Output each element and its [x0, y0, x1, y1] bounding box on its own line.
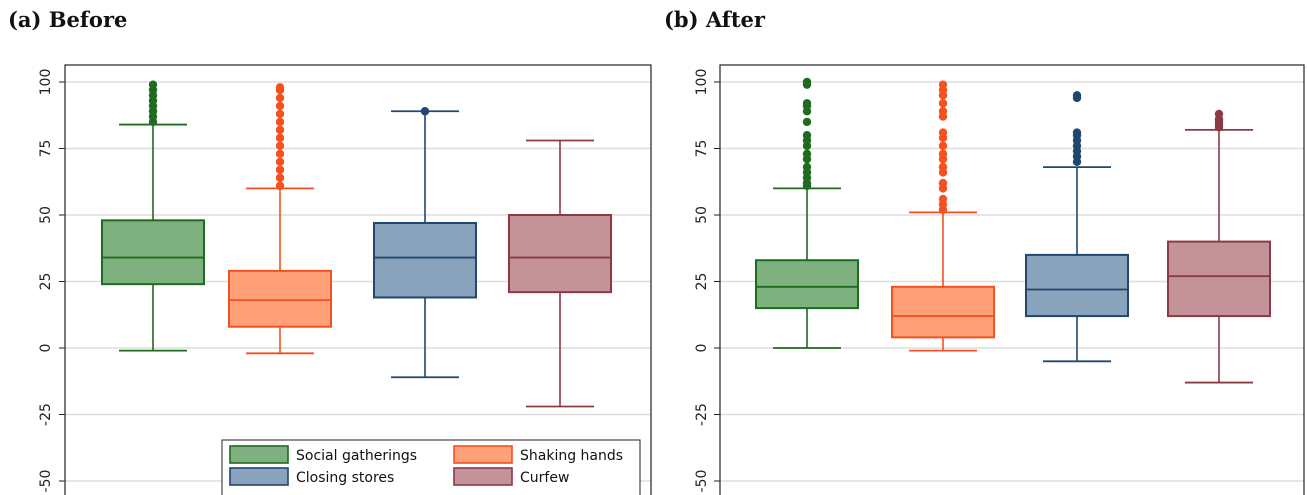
box-social-gatherings-before [101, 219, 205, 286]
outlier-point-social-gatherings-after [802, 77, 812, 87]
box-social-gatherings-after [755, 259, 859, 310]
legend-label-social-gatherings: Social gatherings [296, 448, 417, 464]
outlier-point-shaking-hands-after [938, 107, 948, 116]
outlier-point-shaking-hands-after [938, 141, 948, 151]
legend-swatch-closing-stores [229, 467, 289, 486]
legend-swatch-curfew [453, 467, 513, 486]
outlier-point-shaking-hands-before [275, 181, 285, 190]
box-shaking-hands-after [891, 285, 995, 339]
y-tick-label-before: 75 [38, 140, 54, 158]
box-curfew-after [1167, 240, 1271, 318]
outlier-point-curfew-after [1214, 109, 1224, 119]
y-tick-label-after: -25 [694, 403, 710, 426]
box-closing-stores-after [1025, 253, 1129, 318]
outlier-point-social-gatherings-after [802, 131, 812, 140]
outlier-point-closing-stores-after [1072, 91, 1082, 100]
outlier-point-closing-stores-after [1072, 128, 1082, 137]
y-tick-label-before: 100 [38, 69, 54, 96]
y-tick-label-before: 50 [38, 206, 54, 224]
legend-label-shaking-hands: Shaking hands [520, 448, 623, 464]
legend-label-curfew: Curfew [520, 470, 569, 486]
outlier-point-shaking-hands-before [275, 173, 285, 182]
legend-swatch-shaking-hands [453, 445, 513, 464]
y-tick-label-before: -25 [38, 403, 54, 426]
box-shaking-hands-before [228, 269, 332, 328]
outlier-point-social-gatherings-after [802, 149, 812, 159]
plot-frame-after [719, 64, 1305, 495]
outlier-point-social-gatherings-before [148, 80, 158, 89]
outlier-point-shaking-hands-before [275, 133, 285, 143]
outlier-point-shaking-hands-after [938, 128, 948, 137]
legend-box [221, 439, 641, 495]
y-tick-label-before: 0 [38, 344, 54, 353]
outlier-point-shaking-hands-before [275, 109, 285, 119]
box-curfew-before [508, 214, 612, 294]
y-tick-label-after: 25 [694, 273, 710, 291]
outlier-point-social-gatherings-after [802, 117, 812, 127]
outlier-point-shaking-hands-before [275, 125, 285, 135]
outlier-point-shaking-hands-after [938, 99, 948, 108]
box-closing-stores-before [373, 221, 477, 299]
outlier-point-shaking-hands-before [275, 165, 285, 174]
outlier-point-shaking-hands-after [938, 80, 948, 89]
y-tick-label-before: 25 [38, 273, 54, 291]
outlier-point-shaking-hands-after [938, 178, 948, 188]
panel-title-before: (a) Before [8, 7, 128, 32]
y-tick-label-before: -50 [38, 470, 54, 493]
outlier-point-social-gatherings-after [802, 162, 812, 172]
outlier-point-shaking-hands-after [938, 194, 948, 204]
y-tick-label-after: 100 [694, 69, 710, 96]
outlier-point-social-gatherings-after [802, 99, 812, 108]
panel-title-after: (b) After [664, 7, 765, 32]
y-tick-label-after: 50 [694, 206, 710, 224]
outlier-point-shaking-hands-before [275, 117, 285, 127]
outlier-point-shaking-hands-before [275, 141, 285, 151]
y-tick-label-after: 75 [694, 140, 710, 158]
plot-frame-before [64, 64, 652, 495]
outlier-point-closing-stores-before [420, 107, 430, 116]
outlier-point-shaking-hands-before [275, 149, 285, 159]
outlier-point-shaking-hands-after [938, 162, 948, 172]
y-tick-label-after: 0 [694, 344, 710, 353]
outlier-point-shaking-hands-before [275, 93, 285, 103]
legend-swatch-social-gatherings [229, 445, 289, 464]
y-tick-label-after: -50 [694, 470, 710, 493]
outlier-point-shaking-hands-before [275, 83, 285, 92]
outlier-point-shaking-hands-before [275, 157, 285, 166]
legend-label-closing-stores: Closing stores [296, 470, 394, 486]
outlier-point-shaking-hands-after [938, 149, 948, 159]
outlier-point-shaking-hands-before [275, 101, 285, 111]
